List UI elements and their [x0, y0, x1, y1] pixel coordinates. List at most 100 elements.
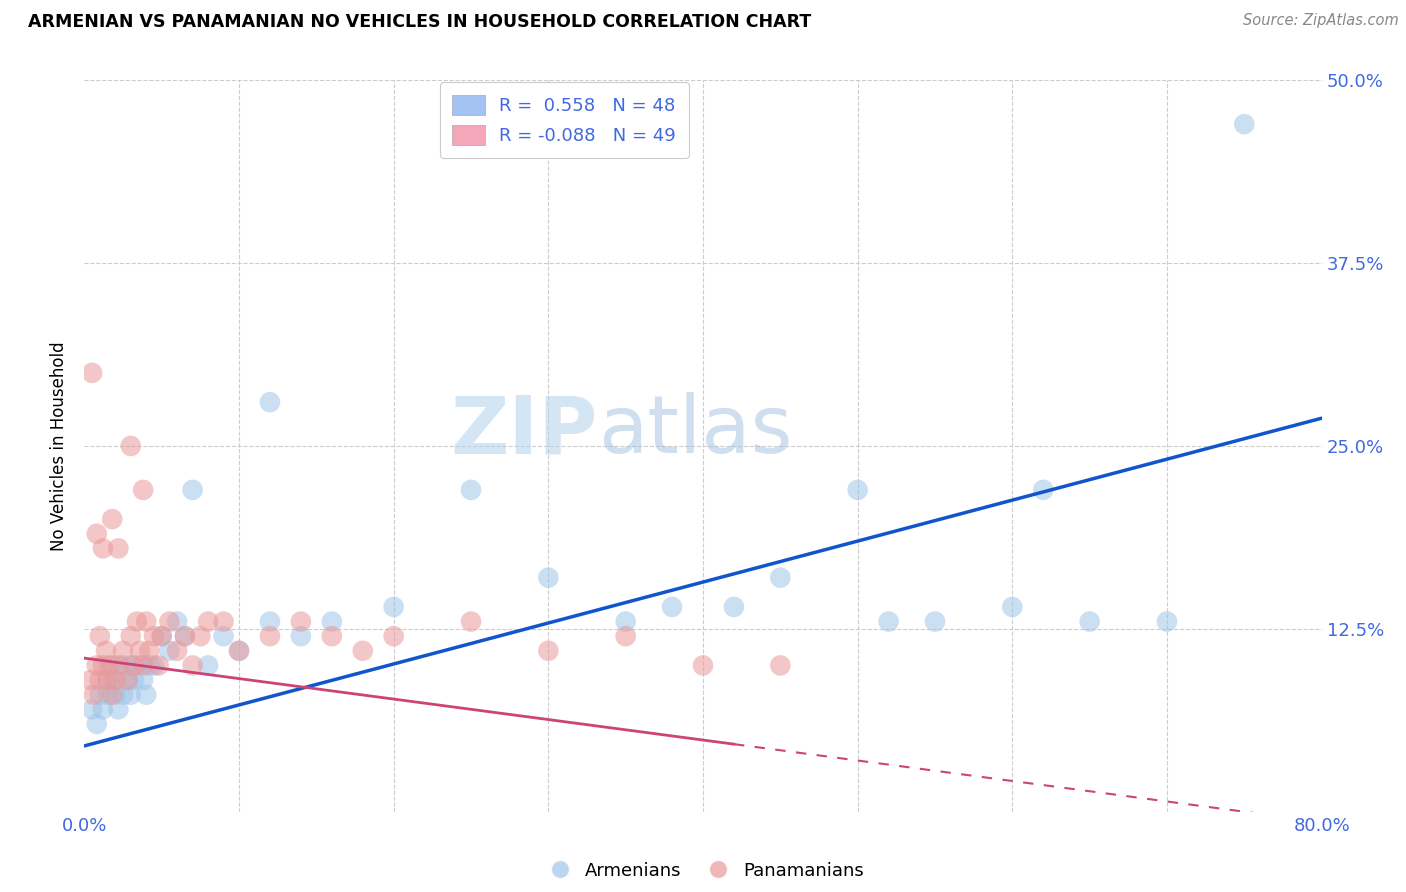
Point [181, 483, 204, 497]
Point [112, 644, 135, 658]
Point [661, 599, 683, 614]
Point [117, 673, 139, 687]
Point [128, 658, 150, 673]
Point [91, 541, 114, 556]
Point [82, 366, 104, 380]
Point [138, 658, 160, 673]
Point [460, 483, 482, 497]
Point [692, 658, 714, 673]
Point [86, 658, 108, 673]
Point [107, 658, 129, 673]
Point [212, 629, 235, 643]
Point [537, 571, 560, 585]
Point [321, 615, 343, 629]
Text: Source: ZipAtlas.com: Source: ZipAtlas.com [1243, 13, 1399, 29]
Point [112, 688, 135, 702]
Point [86, 526, 108, 541]
Point [1233, 117, 1256, 131]
Point [1001, 599, 1024, 614]
Point [382, 629, 405, 643]
Point [101, 512, 124, 526]
Point [181, 658, 204, 673]
Point [98, 658, 121, 673]
Point [143, 658, 166, 673]
Point [150, 629, 173, 643]
Point [82, 702, 104, 716]
Point [166, 615, 188, 629]
Point [129, 644, 152, 658]
Point [150, 629, 173, 643]
Point [159, 644, 181, 658]
Point [148, 658, 170, 673]
Point [290, 615, 312, 629]
Legend: Armenians, Panamanians: Armenians, Panamanians [534, 855, 872, 887]
Point [188, 629, 212, 643]
Point [769, 571, 792, 585]
Point [86, 717, 108, 731]
Point [321, 629, 343, 643]
Point [924, 615, 946, 629]
Point [769, 658, 792, 673]
Point [259, 615, 281, 629]
Point [120, 658, 142, 673]
Point [352, 644, 374, 658]
Point [79, 673, 101, 687]
Point [138, 644, 160, 658]
Point [259, 629, 281, 643]
Point [159, 615, 181, 629]
Point [125, 615, 148, 629]
Point [197, 658, 219, 673]
Point [120, 688, 142, 702]
Point [97, 673, 120, 687]
Point [614, 615, 637, 629]
Point [107, 541, 129, 556]
Point [122, 673, 145, 687]
Point [104, 673, 127, 687]
Point [120, 439, 142, 453]
Point [212, 615, 235, 629]
Point [94, 644, 117, 658]
Point [97, 673, 120, 687]
Point [91, 702, 114, 716]
Point [166, 644, 188, 658]
Point [174, 629, 197, 643]
Point [104, 688, 127, 702]
Y-axis label: No Vehicles in Household: No Vehicles in Household [51, 341, 69, 551]
Point [83, 688, 105, 702]
Point [614, 629, 637, 643]
Point [122, 658, 145, 673]
Point [1032, 483, 1054, 497]
Point [259, 395, 281, 409]
Point [1078, 615, 1101, 629]
Point [1156, 615, 1178, 629]
Point [723, 599, 745, 614]
Text: ARMENIAN VS PANAMANIAN NO VEHICLES IN HOUSEHOLD CORRELATION CHART: ARMENIAN VS PANAMANIAN NO VEHICLES IN HO… [28, 13, 811, 31]
Point [460, 615, 482, 629]
Point [97, 688, 120, 702]
Point [537, 644, 560, 658]
Point [197, 615, 219, 629]
Point [104, 673, 127, 687]
Text: atlas: atlas [598, 392, 792, 470]
Point [89, 688, 111, 702]
Point [143, 629, 166, 643]
Point [89, 673, 111, 687]
Point [107, 702, 129, 716]
Text: ZIP: ZIP [450, 392, 598, 470]
Point [877, 615, 900, 629]
Point [132, 483, 155, 497]
Point [174, 629, 197, 643]
Point [135, 688, 157, 702]
Point [117, 673, 139, 687]
Point [89, 629, 111, 643]
Point [132, 673, 155, 687]
Point [290, 629, 312, 643]
Point [382, 599, 405, 614]
Point [228, 644, 250, 658]
Point [846, 483, 869, 497]
Point [120, 629, 142, 643]
Point [228, 644, 250, 658]
Point [101, 658, 124, 673]
Point [91, 658, 114, 673]
Point [132, 658, 155, 673]
